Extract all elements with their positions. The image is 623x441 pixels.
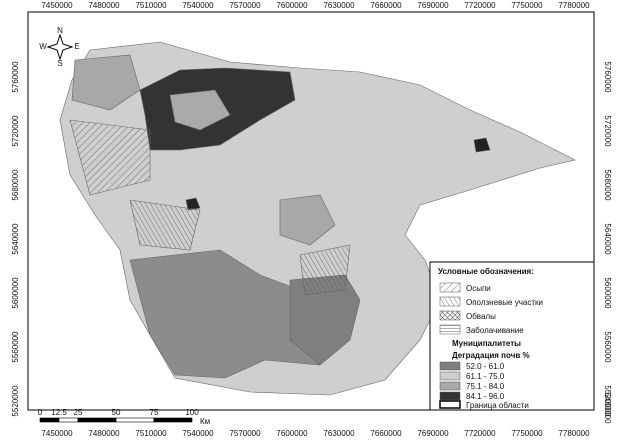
legend-municipal-title: Муниципалитеты [452,339,521,348]
legend-swatch [439,310,461,321]
compass-n: N [57,26,63,35]
left-y-label: 5680000 [11,169,20,201]
top-x-label: 7510000 [135,1,167,10]
hazard-area [299,244,351,296]
district-84-96 [185,197,201,211]
top-x-label: 7450000 [41,1,73,10]
legend-swatch [439,296,461,307]
scale-segment [77,417,117,423]
bottom-x-label: 7450000 [41,429,73,438]
right-y-label: 5520000 [603,385,612,417]
legend-class-swatch [439,361,461,371]
legend-boundary: Граница области [466,401,529,410]
bottom-x-label: 7750000 [511,429,543,438]
top-x-label: 7600000 [276,1,308,10]
scale-label: 25 [74,408,83,417]
frame-labels: 7450000 7480000 7510000 7540000 7570000 76000… [11,1,612,438]
top-x-label: 7480000 [88,1,120,10]
right-y-label: 5760000 [603,61,612,93]
right-y-label: 5720000 [603,115,612,147]
left-y-label: 5720000 [11,115,20,147]
top-x-label: 7660000 [370,1,402,10]
right-y-label: 5600000 [603,277,612,309]
bottom-x-label: 7540000 [182,429,214,438]
top-x-label: 7540000 [182,1,214,10]
left-y-label: 5520000 [11,385,20,417]
district-75-84 [169,89,231,131]
legend-hazard: Обвалы [466,312,496,321]
district-84-96 [473,137,491,153]
legend-degradation-title: Деградация почв % [452,351,530,360]
top-x-label: 7780000 [558,1,590,10]
legend-class: 75.1 - 84.0 [466,382,505,391]
bottom-x-label: 7480000 [88,429,120,438]
right-y-label: 5640000 [603,223,612,255]
left-y-label: 5760000 [11,61,20,93]
compass-e: E [74,42,79,51]
district-75-84 [71,54,141,111]
hazard-area [69,119,151,196]
bottom-x-label: 7570000 [229,429,261,438]
scale-unit: Км [200,417,210,426]
legend: Условные обозначения: Муниципалитеты Дег… [429,261,595,411]
scale-label: 75 [150,408,159,417]
scale-label: 0 [38,408,43,417]
compass-rose: N S W E [39,26,79,68]
bottom-x-label: 7630000 [323,429,355,438]
scale-label: 50 [112,408,121,417]
hazard-area [129,199,201,251]
left-y-label: 5560000 [11,331,20,363]
legend-swatch [439,324,461,335]
legend-hazard: Оползневые участки [466,298,543,307]
scale-label: 12.5 [51,408,67,417]
right-y-label: 5480000 [603,392,612,424]
top-x-label: 7750000 [511,1,543,10]
bottom-x-label: 7690000 [417,429,449,438]
scale-segment [115,417,155,423]
scale-segment [58,417,79,423]
top-x-label: 7570000 [229,1,261,10]
bottom-x-label: 7510000 [135,429,167,438]
scale-segment [153,417,193,423]
legend-hazard: Заболачивание [466,326,524,335]
top-x-label: 7690000 [417,1,449,10]
scale-segment [39,417,60,423]
right-y-label: 5560000 [603,331,612,363]
legend-class-swatch [439,391,461,401]
compass-w: W [39,42,47,51]
bottom-x-label: 7600000 [276,429,308,438]
right-y-label: 5680000 [603,169,612,201]
top-x-label: 7720000 [464,1,496,10]
region [59,41,576,396]
bottom-x-label: 7720000 [464,429,496,438]
left-y-label: 5600000 [11,277,20,309]
district-75-84 [279,194,336,246]
legend-boundary-swatch [439,400,461,409]
legend-swatch [439,282,461,293]
scale-label: 100 [185,408,199,417]
legend-class: 84.1 - 96.0 [466,392,505,401]
top-x-label: 7630000 [323,1,355,10]
compass-s: S [57,59,62,68]
bottom-x-label: 7660000 [370,429,402,438]
legend-class: 52.0 - 61.0 [466,362,505,371]
legend-class: 61.1 - 75.0 [466,372,505,381]
legend-hazard: Осыпи [466,284,491,293]
left-y-label: 5640000 [11,223,20,255]
legend-class-swatch [439,381,461,391]
legend-class-swatch [439,371,461,381]
bottom-x-label: 7780000 [558,429,590,438]
legend-title: Условные обозначения: [438,267,534,276]
